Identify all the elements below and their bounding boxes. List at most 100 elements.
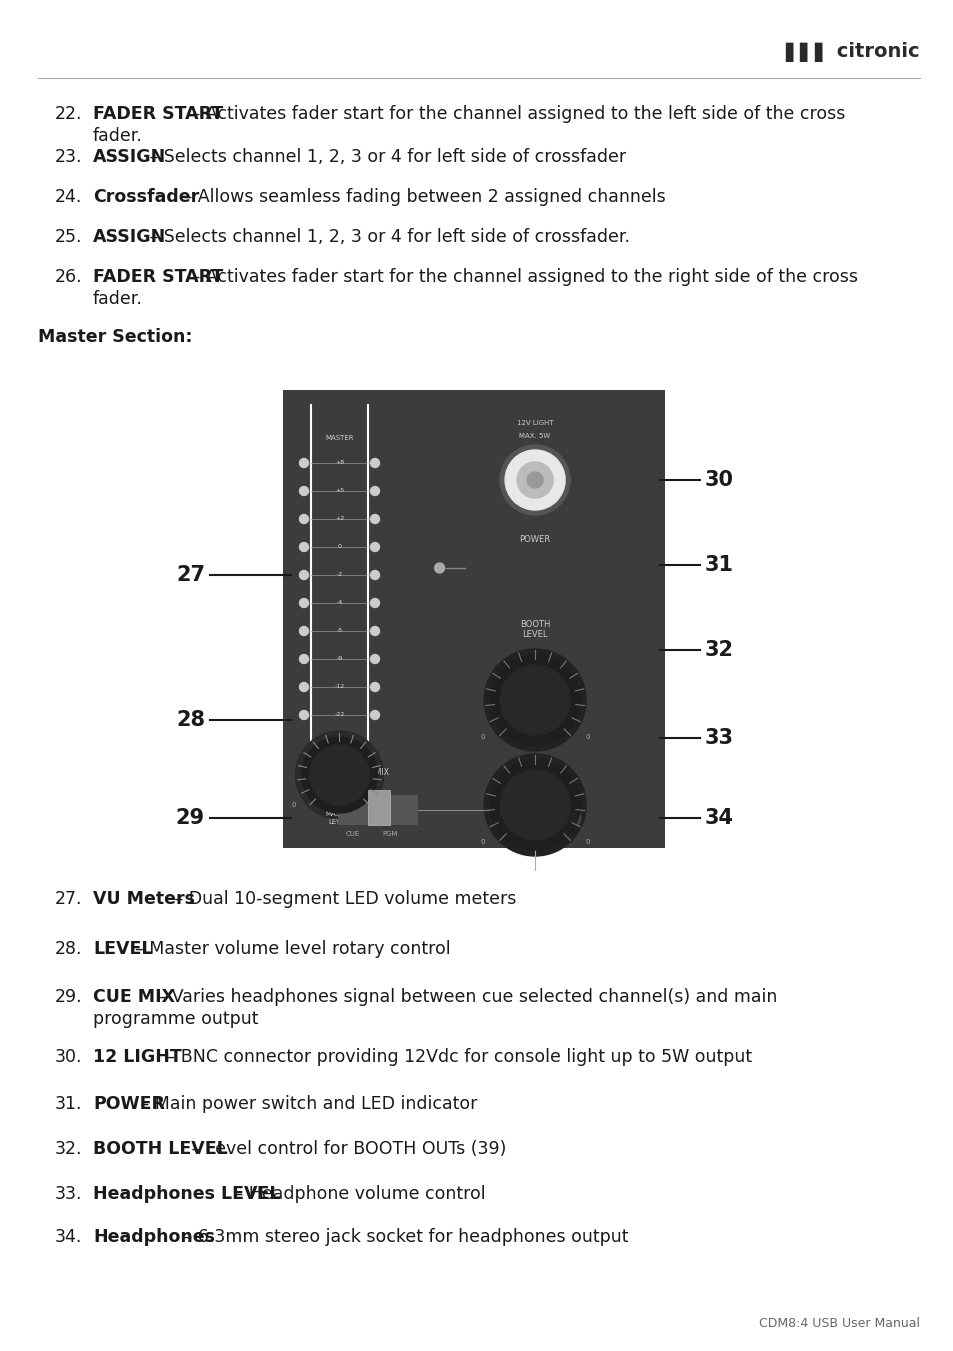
Text: CUE MIX: CUE MIX (356, 767, 389, 777)
Text: – Selects channel 1, 2, 3 or 4 for left side of crossfader: – Selects channel 1, 2, 3 or 4 for left … (144, 149, 625, 166)
Text: FADER START: FADER START (92, 267, 223, 286)
Text: ASSIGN: ASSIGN (92, 149, 166, 166)
Circle shape (309, 744, 369, 805)
Circle shape (490, 761, 579, 850)
Bar (368, 790, 390, 825)
Text: – Activates fader start for the channel assigned to the left side of the cross: – Activates fader start for the channel … (186, 105, 845, 123)
Text: -9: -9 (336, 657, 342, 662)
Text: 34.: 34. (55, 1228, 82, 1246)
Text: PGM: PGM (382, 831, 397, 838)
Text: +2: +2 (335, 516, 344, 521)
Circle shape (499, 444, 570, 515)
Text: – 6.3mm stereo jack socket for headphones output: – 6.3mm stereo jack socket for headphone… (178, 1228, 628, 1246)
Text: ▌▌▌ citronic: ▌▌▌ citronic (784, 42, 919, 62)
Circle shape (504, 450, 564, 509)
Circle shape (483, 648, 585, 751)
Text: VU Meters: VU Meters (92, 890, 194, 908)
Text: POWER: POWER (519, 535, 550, 544)
Text: MAX. 5W: MAX. 5W (519, 434, 550, 439)
Text: -5: -5 (336, 628, 342, 634)
Circle shape (435, 563, 444, 573)
Text: 28.: 28. (55, 940, 82, 958)
Circle shape (299, 627, 308, 635)
Text: 0: 0 (584, 734, 589, 740)
Text: +5: +5 (335, 489, 344, 493)
Text: HEADPHONE
LEVEL: HEADPHONE LEVEL (513, 812, 557, 825)
Circle shape (299, 598, 308, 608)
Bar (283, 390, 664, 843)
Text: fader.: fader. (92, 290, 143, 308)
Circle shape (301, 738, 377, 813)
Text: – Dual 10-segment LED volume meters: – Dual 10-segment LED volume meters (170, 890, 517, 908)
Text: Headphones LEVEL: Headphones LEVEL (92, 1185, 280, 1202)
Text: programme output: programme output (92, 1011, 258, 1028)
Text: 0: 0 (337, 544, 341, 550)
Circle shape (299, 515, 308, 523)
Text: 0: 0 (480, 839, 485, 844)
Circle shape (499, 665, 570, 735)
Text: – Allows seamless fading between 2 assigned channels: – Allows seamless fading between 2 assig… (178, 188, 665, 205)
Text: POWER: POWER (92, 1096, 165, 1113)
Bar (283, 758, 664, 848)
Circle shape (370, 682, 379, 692)
Text: 12V LIGHT: 12V LIGHT (517, 420, 553, 426)
Text: ASSIGN: ASSIGN (92, 228, 166, 246)
Circle shape (299, 711, 308, 720)
Text: 0: 0 (292, 802, 296, 808)
Text: 30: 30 (704, 470, 733, 490)
Circle shape (299, 682, 308, 692)
Circle shape (299, 543, 308, 551)
Text: LEVEL: LEVEL (92, 940, 152, 958)
Circle shape (299, 486, 308, 496)
Circle shape (499, 770, 570, 840)
Text: – Main power switch and LED indicator: – Main power switch and LED indicator (135, 1096, 477, 1113)
Text: 26.: 26. (55, 267, 83, 286)
Text: 33: 33 (704, 728, 733, 748)
Bar (337, 794, 417, 825)
Circle shape (370, 486, 379, 496)
Circle shape (370, 654, 379, 663)
Text: MASTER
LEVEL: MASTER LEVEL (325, 812, 354, 825)
Text: 33.: 33. (55, 1185, 82, 1202)
Text: – Headphone volume control: – Headphone volume control (229, 1185, 485, 1202)
Text: Crossfader: Crossfader (92, 188, 199, 205)
Text: R: R (365, 754, 370, 761)
Text: 31.: 31. (55, 1096, 82, 1113)
Text: 27: 27 (175, 565, 205, 585)
Circle shape (370, 627, 379, 635)
Text: 0: 0 (584, 839, 589, 844)
Circle shape (370, 515, 379, 523)
Text: 34: 34 (704, 808, 733, 828)
Text: -2: -2 (336, 573, 342, 577)
Text: 29: 29 (175, 808, 205, 828)
Text: – Level control for BOOTH OUTs (39): – Level control for BOOTH OUTs (39) (186, 1140, 506, 1158)
Text: – Varies headphones signal between cue selected channel(s) and main: – Varies headphones signal between cue s… (152, 988, 777, 1006)
Circle shape (370, 458, 379, 467)
Text: FADER START: FADER START (92, 105, 223, 123)
Text: 24.: 24. (55, 188, 82, 205)
Circle shape (564, 811, 580, 825)
Text: 32: 32 (704, 640, 733, 661)
Circle shape (370, 570, 379, 580)
Text: BOOTH LEVEL: BOOTH LEVEL (92, 1140, 228, 1158)
Circle shape (545, 807, 570, 830)
Circle shape (490, 655, 579, 744)
Circle shape (370, 711, 379, 720)
Text: -22: -22 (334, 712, 344, 717)
Text: – BNC connector providing 12Vdc for console light up to 5W output: – BNC connector providing 12Vdc for cons… (161, 1048, 751, 1066)
Circle shape (299, 570, 308, 580)
Text: CUE: CUE (346, 831, 359, 838)
Text: 22.: 22. (55, 105, 82, 123)
Text: 12 LIGHT: 12 LIGHT (92, 1048, 182, 1066)
Text: – Master volume level rotary control: – Master volume level rotary control (135, 940, 451, 958)
Text: 30.: 30. (55, 1048, 82, 1066)
Text: 25.: 25. (55, 228, 82, 246)
Text: BOOTH
LEVEL: BOOTH LEVEL (519, 620, 550, 639)
Circle shape (370, 543, 379, 551)
Text: Headphones: Headphones (92, 1228, 214, 1246)
Text: +8: +8 (335, 461, 344, 466)
Circle shape (295, 731, 383, 819)
Text: – Selects channel 1, 2, 3 or 4 for left side of crossfader.: – Selects channel 1, 2, 3 or 4 for left … (144, 228, 629, 246)
Text: fader.: fader. (92, 127, 143, 145)
Text: CDM8:4 USB User Manual: CDM8:4 USB User Manual (759, 1317, 919, 1329)
